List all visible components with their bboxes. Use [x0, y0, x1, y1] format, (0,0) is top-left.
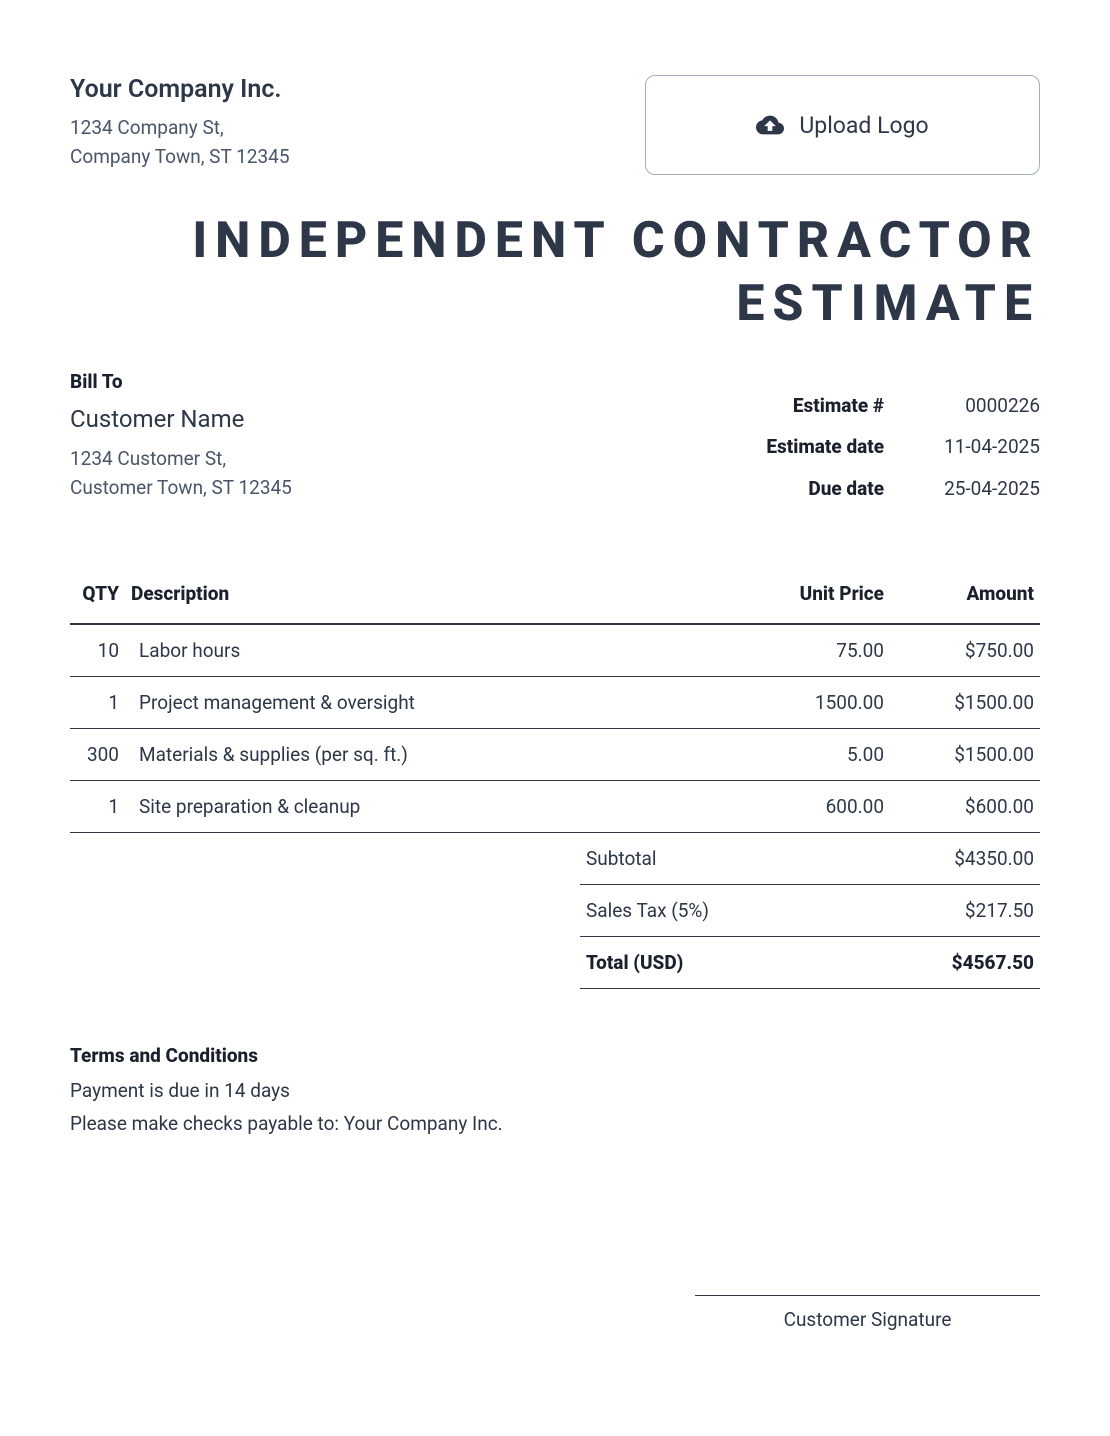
cell-unit-price: 75.00 — [710, 624, 890, 677]
company-name: Your Company Inc. — [70, 75, 645, 104]
upload-logo-button[interactable]: Upload Logo — [645, 75, 1040, 175]
tax-label: Sales Tax (5%) — [580, 885, 851, 937]
customer-address: 1234 Customer St, Customer Town, ST 1234… — [70, 445, 766, 502]
subtotal-label: Subtotal — [580, 833, 851, 885]
table-row: 10 Labor hours 75.00 $750.00 — [70, 624, 1040, 677]
document-title: INDEPENDENT CONTRACTOR ESTIMATE — [70, 210, 1040, 335]
cloud-upload-icon — [756, 111, 784, 139]
cell-unit-price: 1500.00 — [710, 677, 890, 729]
company-address-line2: Company Town, ST 12345 — [70, 143, 645, 172]
signature-block: Customer Signature — [70, 1295, 1040, 1331]
cell-description: Project management & oversight — [125, 677, 710, 729]
cell-qty: 10 — [70, 624, 125, 677]
table-row: 300 Materials & supplies (per sq. ft.) 5… — [70, 729, 1040, 781]
cell-amount: $750.00 — [890, 624, 1040, 677]
cell-unit-price: 600.00 — [710, 781, 890, 833]
cell-unit-price: 5.00 — [710, 729, 890, 781]
estimate-meta: Estimate # 0000226 Estimate date 11-04-2… — [766, 370, 1040, 502]
cell-amount: $600.00 — [890, 781, 1040, 833]
signature-inner: Customer Signature — [695, 1295, 1040, 1331]
line-items-table: QTY Description Unit Price Amount 10 Lab… — [70, 572, 1040, 833]
terms-line2: Please make checks payable to: Your Comp… — [70, 1112, 1040, 1135]
table-row: 1 Site preparation & cleanup 600.00 $600… — [70, 781, 1040, 833]
estimate-number-label: Estimate # — [766, 394, 884, 417]
company-address: 1234 Company St, Company Town, ST 12345 — [70, 114, 645, 171]
terms-heading: Terms and Conditions — [70, 1044, 1040, 1067]
total-row: Total (USD) $4567.50 — [580, 937, 1040, 989]
bill-to-block: Bill To Customer Name 1234 Customer St, … — [70, 370, 766, 502]
customer-address-line2: Customer Town, ST 12345 — [70, 474, 766, 503]
header-description: Description — [125, 572, 710, 624]
table-header-row: QTY Description Unit Price Amount — [70, 572, 1040, 624]
cell-qty: 300 — [70, 729, 125, 781]
company-block: Your Company Inc. 1234 Company St, Compa… — [70, 75, 645, 171]
terms-line1: Payment is due in 14 days — [70, 1079, 1040, 1102]
table-row: 1 Project management & oversight 1500.00… — [70, 677, 1040, 729]
customer-address-line1: 1234 Customer St, — [70, 445, 766, 474]
header-unit-price: Unit Price — [710, 572, 890, 624]
header-row: Your Company Inc. 1234 Company St, Compa… — [70, 75, 1040, 175]
tax-value: $217.50 — [851, 885, 1040, 937]
upload-logo-label: Upload Logo — [799, 112, 928, 139]
estimate-date-label: Estimate date — [766, 435, 884, 458]
company-address-line1: 1234 Company St, — [70, 114, 645, 143]
totals-table: Subtotal $4350.00 Sales Tax (5%) $217.50… — [580, 833, 1040, 989]
cell-description: Materials & supplies (per sq. ft.) — [125, 729, 710, 781]
estimate-date-value: 11-04-2025 — [944, 435, 1040, 458]
signature-line — [695, 1295, 1040, 1296]
header-qty: QTY — [70, 572, 125, 624]
cell-qty: 1 — [70, 677, 125, 729]
tax-row: Sales Tax (5%) $217.50 — [580, 885, 1040, 937]
terms-block: Terms and Conditions Payment is due in 1… — [70, 1044, 1040, 1135]
estimate-number-value: 0000226 — [944, 394, 1040, 417]
customer-name: Customer Name — [70, 405, 766, 433]
total-label: Total (USD) — [580, 937, 851, 989]
cell-qty: 1 — [70, 781, 125, 833]
totals-block: Subtotal $4350.00 Sales Tax (5%) $217.50… — [70, 833, 1040, 989]
due-date-label: Due date — [766, 477, 884, 500]
total-value: $4567.50 — [851, 937, 1040, 989]
due-date-value: 25-04-2025 — [944, 477, 1040, 500]
subtotal-row: Subtotal $4350.00 — [580, 833, 1040, 885]
cell-description: Labor hours — [125, 624, 710, 677]
meta-row: Bill To Customer Name 1234 Customer St, … — [70, 370, 1040, 502]
cell-description: Site preparation & cleanup — [125, 781, 710, 833]
cell-amount: $1500.00 — [890, 729, 1040, 781]
bill-to-heading: Bill To — [70, 370, 766, 393]
cell-amount: $1500.00 — [890, 677, 1040, 729]
signature-label: Customer Signature — [695, 1308, 1040, 1331]
subtotal-value: $4350.00 — [851, 833, 1040, 885]
header-amount: Amount — [890, 572, 1040, 624]
